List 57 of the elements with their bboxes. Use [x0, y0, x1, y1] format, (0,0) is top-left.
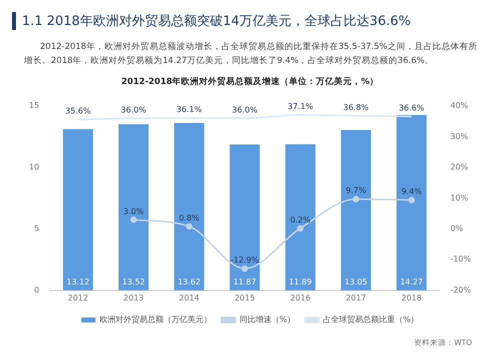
y2-tick-label: -10%	[450, 254, 472, 264]
chart-subtitle: 2012-2018年，欧洲对外贸易总额波动增长，占全球贸易总额的比重保持在35.5-37.5%之间，且占比总体有所增长。2018年，欧洲对外贸易额为14.27万亿美元，同比增长了9.4%，占全球对外贸易总额的36.6%。	[24, 40, 478, 68]
bar	[230, 144, 260, 290]
data-label: 36.6%	[398, 104, 425, 113]
y2-tick-label: 30%	[450, 132, 469, 141]
legend-label: 同比增速（%）	[239, 315, 296, 324]
data-label: 9.7%	[346, 186, 366, 196]
data-label: 14.27	[400, 277, 423, 286]
data-label: 36.8%	[343, 102, 370, 112]
bar	[174, 122, 204, 290]
data-label: 11.87	[233, 277, 256, 286]
data-label: -12.9%	[230, 256, 260, 265]
y-tick-label: 5	[34, 224, 40, 234]
x-tick-label: 2012	[68, 293, 88, 302]
point	[242, 265, 248, 272]
data-label: 0.8%	[179, 214, 200, 223]
data-label: 36.1%	[176, 105, 202, 114]
bar	[285, 144, 316, 290]
bar	[396, 114, 427, 290]
data-label: 37.1%	[288, 102, 314, 111]
y2-tick-label: 40%	[450, 101, 469, 110]
point	[186, 223, 192, 230]
data-label: 3.0%	[123, 206, 144, 216]
y-tick-label: 15	[28, 101, 40, 110]
data-label: 11.89	[288, 277, 312, 286]
legend-label: 欧洲对外贸易总额（万亿美元）	[99, 315, 212, 324]
text: 2012-2018年欧洲对外贸易总额及增速（单位：万亿美元，%）	[120, 76, 380, 88]
data-label: 36.0%	[120, 105, 147, 114]
chart-title: 1.1 2018年欧洲对外贸易总额突破14万亿美元，全球占比达36.6%	[22, 13, 411, 30]
data-label: 36.0%	[232, 105, 258, 114]
bar	[118, 124, 149, 290]
y-tick-label: 0	[34, 285, 40, 294]
point	[408, 196, 415, 204]
data-label: 35.6%	[65, 106, 92, 116]
data-label: 13.12	[66, 277, 90, 286]
point	[130, 216, 137, 223]
data-label: 13.52	[122, 277, 146, 286]
x-tick-label: 2013	[123, 293, 144, 302]
point	[352, 196, 360, 202]
x-tick-label: 2017	[346, 293, 366, 302]
legend-label: 占全球贸易总额比重（%）	[323, 315, 419, 324]
x-tick-label: 2016	[290, 293, 311, 302]
y2-tick-label: -20%	[450, 285, 472, 294]
y2-tick-label: 10%	[450, 193, 469, 202]
data-label: 9.4%	[401, 187, 422, 196]
data-label: 13.62	[178, 277, 201, 286]
y-tick-label: 10	[28, 162, 40, 172]
x-tick-label: 2015	[234, 293, 255, 302]
x-tick-label: 2018	[401, 293, 422, 302]
point	[297, 225, 304, 232]
data-label: 0.2%	[290, 215, 311, 224]
x-tick-label: 2014	[178, 293, 200, 302]
data-label: 13.05	[344, 277, 368, 286]
y2-tick-label: 20%	[450, 162, 469, 172]
bar	[340, 130, 371, 290]
bar	[62, 129, 93, 290]
y2-tick-label: 0%	[450, 224, 464, 234]
